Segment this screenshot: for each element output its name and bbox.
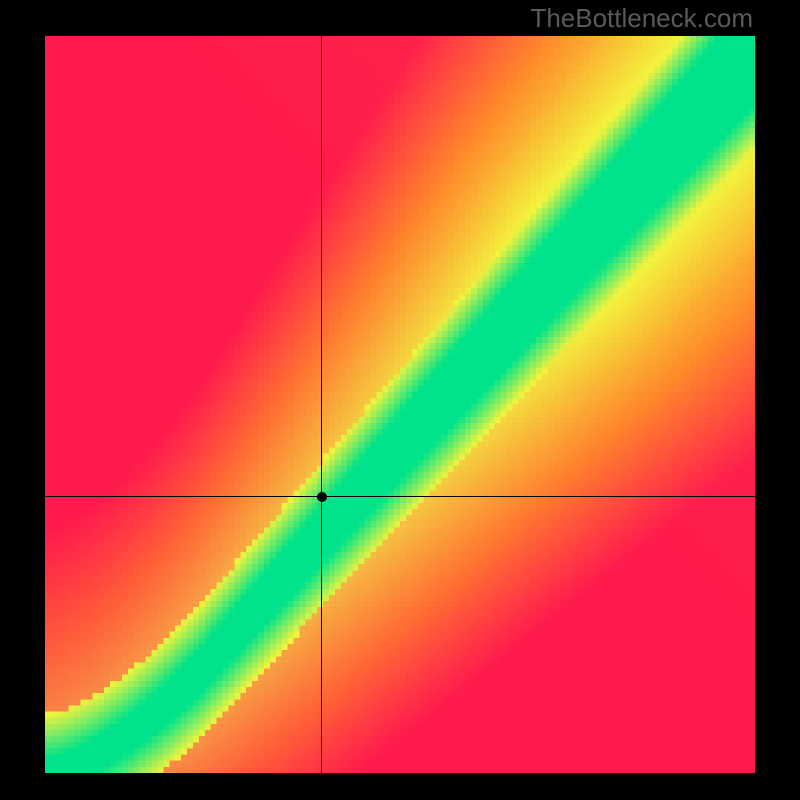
- crosshair-horizontal: [45, 496, 755, 497]
- crosshair-marker: [317, 492, 327, 502]
- watermark-text: TheBottleneck.com: [530, 3, 753, 34]
- bottleneck-heatmap: [45, 36, 755, 773]
- chart-container: TheBottleneck.com: [0, 0, 800, 800]
- crosshair-vertical: [321, 36, 322, 773]
